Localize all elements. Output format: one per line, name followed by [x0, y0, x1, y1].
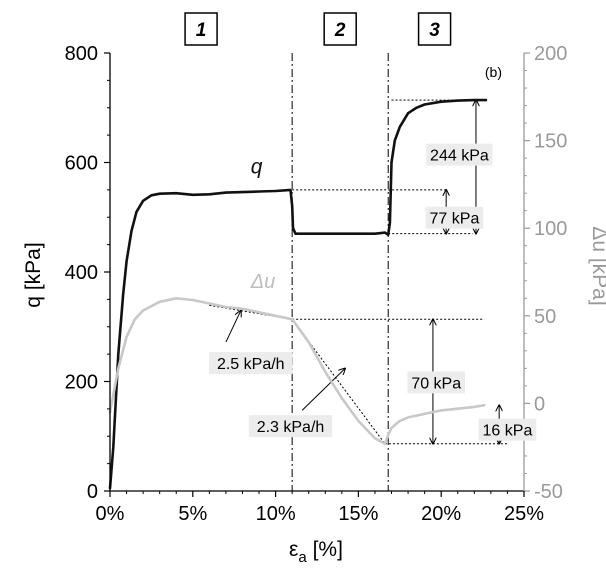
- x-axis-title-sub: a: [298, 549, 307, 566]
- stage-box-2-rect: [323, 12, 357, 46]
- stage-label-3: 3: [429, 20, 440, 41]
- panel-label: (b): [485, 64, 502, 80]
- stage-label-2: 2: [334, 20, 346, 41]
- annotation-background: [426, 143, 493, 166]
- annotation-background: [209, 352, 293, 375]
- annotation-244kpa: 244 kPa: [430, 148, 489, 165]
- x-tick-label: 5%: [178, 503, 207, 525]
- x-tick-label: 20%: [421, 503, 461, 525]
- annotation-background: [407, 371, 466, 394]
- leader-rate-2.5: [225, 311, 241, 343]
- y-tick-label: 600: [65, 153, 98, 175]
- annotation-rate-2.3: 2.3 kPa/h: [257, 419, 325, 436]
- y2-tick-label: 100: [534, 218, 567, 240]
- annotation-16kpa: 16 kPa: [483, 423, 533, 440]
- annotation-background: [248, 415, 333, 438]
- x-axis-title-main: ε: [289, 538, 298, 561]
- y2-tick-label: 200: [534, 43, 567, 65]
- annotation-background: [478, 418, 537, 441]
- series-line-du: [108, 297, 486, 445]
- annotation-77kpa: 77 kPa: [430, 211, 480, 228]
- annotation-70kpa: 70 kPa: [411, 375, 461, 392]
- y2-axis-title: Δu [kPa]: [588, 226, 606, 305]
- y2-tick-label: 0: [534, 393, 545, 415]
- stage-box-1: 1: [184, 12, 218, 46]
- leader-rate-2.3: [301, 368, 345, 411]
- y-tick-label: 800: [65, 43, 98, 65]
- y-tick-label: 0: [87, 481, 98, 503]
- axes-layer: 0 200 400 600 800 -50 0 50 100 150 200 0% 5% 10% 15% 20…: [65, 43, 568, 525]
- series-label-du: Δu: [250, 271, 276, 293]
- x-tick-label: 10%: [256, 503, 296, 525]
- y-tick-label: 200: [65, 372, 98, 394]
- x-axis-title-unit: [%]: [307, 538, 343, 561]
- annotation-backgrounds: [209, 143, 537, 441]
- x-tick-label: 15%: [338, 503, 378, 525]
- y-axis-title: q [kPa]: [22, 242, 45, 307]
- y2-tick-label: 50: [534, 306, 556, 328]
- stage-box-3-rect: [417, 12, 452, 46]
- x-axis-title: εa [%]: [289, 538, 343, 566]
- series-layer: [108, 98, 488, 490]
- stage-label-1: 1: [196, 20, 207, 41]
- y2-tick-label: -50: [534, 481, 563, 503]
- stage-box-2: 2: [323, 12, 357, 46]
- annotation-background: [425, 206, 484, 229]
- y-tick-label: 400: [65, 262, 98, 284]
- y2-tick-label: 150: [534, 131, 567, 153]
- stage-box-1-rect: [184, 12, 218, 46]
- series-line-q: [108, 98, 488, 490]
- annotation-rate-2.5: 2.5 kPa/h: [217, 356, 285, 373]
- series-label-q: q: [251, 155, 263, 178]
- x-tick-label: 25%: [504, 503, 544, 525]
- stage-box-3: 3: [417, 12, 452, 46]
- x-tick-label: 0%: [96, 503, 125, 525]
